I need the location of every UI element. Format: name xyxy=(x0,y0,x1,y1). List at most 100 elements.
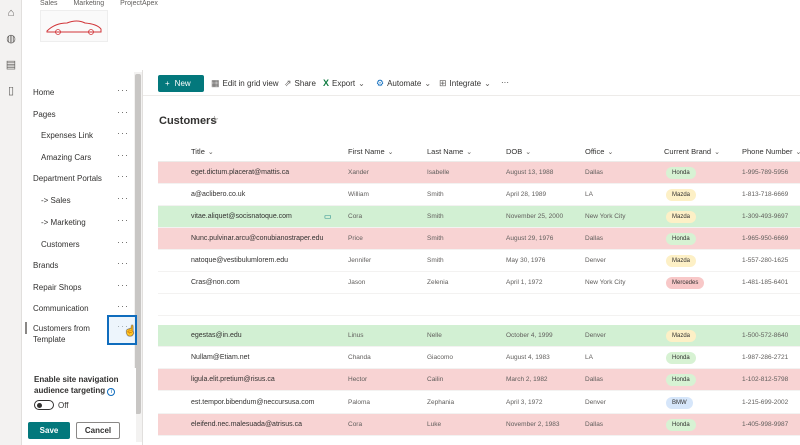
table-row[interactable]: Cras@non.com Jason Zelenia April 1, 1972 New… xyxy=(158,272,800,294)
top-link-projectapex[interactable]: ProjectApex xyxy=(120,0,158,7)
more-options-icon[interactable]: ··· xyxy=(117,237,129,247)
cell-phone: 1-987-286-2721 xyxy=(742,354,789,361)
more-options-icon[interactable]: ··· xyxy=(117,280,129,290)
column-header-phone-number[interactable]: Phone Number ⌄ xyxy=(742,147,800,156)
more-commands-button[interactable]: ··· xyxy=(501,78,509,87)
cell-title[interactable]: est.tempor.bibendum@neccursusa.com xyxy=(191,399,315,406)
table-row[interactable]: natoque@vestibulumlorem.edu Jennifer Smith… xyxy=(158,250,800,272)
more-options-icon[interactable]: ··· xyxy=(117,258,129,268)
table-row[interactable]: Nullam@Etiam.net Chanda Giacomo August 4, 1… xyxy=(158,347,800,369)
more-options-icon[interactable]: ··· xyxy=(117,171,129,181)
cell-title[interactable]: natoque@vestibulumlorem.edu xyxy=(191,257,288,264)
cell-phone: 1-215-699-2002 xyxy=(742,399,789,406)
nav-item-home[interactable]: Home ··· xyxy=(22,84,143,102)
table-row[interactable]: a@aclibero.co.uk William Smith April 28, 19… xyxy=(158,184,800,206)
column-header-dob[interactable]: DOB ⌄ xyxy=(506,147,531,156)
top-link-marketing[interactable]: Marketing xyxy=(73,0,105,7)
new-button[interactable]: + New xyxy=(158,75,204,92)
nav-item-sales[interactable]: -> Sales ··· xyxy=(22,192,143,210)
table-row[interactable]: eget.dictum.placerat@mattis.ca Xander Isab… xyxy=(158,162,800,184)
cell-title[interactable]: vitae.aliquet@socisnatoque.com xyxy=(191,213,292,220)
column-header-last-name[interactable]: Last Name ⌄ xyxy=(427,147,472,156)
nav-scrollbar-thumb[interactable] xyxy=(135,74,141,414)
more-options-icon[interactable]: ··· xyxy=(117,85,129,95)
nav-item-expenses-link[interactable]: Expenses Link ··· xyxy=(22,127,143,145)
integrate-button[interactable]: ⊞ Integrate ⌄ xyxy=(439,78,491,89)
cell-office: LA xyxy=(585,354,593,361)
top-link-sales[interactable]: Sales xyxy=(40,0,58,7)
cell-last: Smith xyxy=(427,257,444,264)
cell-office: Denver xyxy=(585,257,606,264)
excel-icon: X xyxy=(323,78,330,88)
cell-title[interactable]: Cras@non.com xyxy=(191,279,240,286)
cell-office: Denver xyxy=(585,332,606,339)
cell-office: Dallas xyxy=(585,376,604,383)
automate-button[interactable]: ⚙ Automate ⌄ xyxy=(376,78,431,89)
favorite-star-icon[interactable]: ☆ xyxy=(210,115,219,126)
globe-icon[interactable]: ◍ xyxy=(6,33,16,45)
cell-title[interactable]: egestas@in.edu xyxy=(191,332,242,339)
nav-item-customers[interactable]: Customers ··· xyxy=(22,236,143,254)
nav-item-marketing[interactable]: -> Marketing ··· xyxy=(22,214,143,232)
audience-targeting-toggle[interactable] xyxy=(34,400,54,410)
nav-item-amazing-cars[interactable]: Amazing Cars ··· xyxy=(22,149,143,167)
column-header-office[interactable]: Office ⌄ xyxy=(585,147,613,156)
more-options-icon[interactable]: ··· xyxy=(117,150,129,160)
cell-title[interactable]: ligula.elit.pretium@risus.ca xyxy=(191,376,275,383)
nav-item-pages[interactable]: Pages ··· xyxy=(22,106,143,124)
more-options-icon[interactable]: ··· xyxy=(117,301,129,311)
more-options-icon[interactable]: ··· xyxy=(117,193,129,203)
car-logo-icon xyxy=(46,20,102,35)
table-row[interactable]: ligula.elit.pretium@risus.ca Hector Cailin… xyxy=(158,369,800,391)
nav-item-brands[interactable]: Brands ··· xyxy=(22,257,143,275)
table-row[interactable]: Nunc.pulvinar.arcu@conubianostraper.edu P… xyxy=(158,228,800,250)
nav-item-label: Department Portals xyxy=(33,174,102,183)
table-row[interactable]: est.tempor.bibendum@neccursusa.com Paloma… xyxy=(158,392,800,414)
more-options-focus-highlight[interactable] xyxy=(107,315,137,345)
cell-phone: 1-405-998-9987 xyxy=(742,421,789,428)
home-icon[interactable]: ⌂ xyxy=(7,7,15,19)
nav-item-repair-shops[interactable]: Repair Shops ··· xyxy=(22,279,143,297)
comment-icon[interactable]: ▭ xyxy=(324,212,332,221)
drag-handle-icon[interactable] xyxy=(25,322,27,334)
table-row[interactable] xyxy=(158,294,800,316)
more-options-icon[interactable]: ··· xyxy=(117,128,129,138)
file-icon[interactable]: ▯ xyxy=(7,85,15,97)
more-options-icon[interactable]: ··· xyxy=(117,215,129,225)
nav-item-label: Customers xyxy=(41,240,80,249)
more-options-icon[interactable]: ··· xyxy=(117,107,129,117)
cell-dob: November 25, 2000 xyxy=(506,213,564,220)
cancel-button[interactable]: Cancel xyxy=(76,422,120,439)
nav-item-label: Communication xyxy=(33,304,89,313)
share-button[interactable]: ⇗ Share xyxy=(284,78,316,89)
cell-title[interactable]: Nunc.pulvinar.arcu@conubianostraper.edu xyxy=(191,235,324,242)
chevron-down-icon: ⌄ xyxy=(607,149,614,156)
edit-grid-view-button[interactable]: ▦ Edit in grid view xyxy=(211,78,279,89)
column-header-current-brand[interactable]: Current Brand ⌄ xyxy=(664,147,720,156)
cell-phone: 1-813-718-6669 xyxy=(742,191,789,198)
export-button[interactable]: X Export ⌄ xyxy=(323,78,365,88)
info-icon[interactable]: i xyxy=(107,388,116,396)
nav-item-department-portals[interactable]: Department Portals ··· xyxy=(22,170,143,188)
table-row[interactable]: eleifend.nec.malesuada@atrisus.ca Cora Luk… xyxy=(158,414,800,436)
site-logo[interactable] xyxy=(40,10,108,42)
cell-dob: April 1, 1972 xyxy=(506,279,543,286)
save-button[interactable]: Save xyxy=(28,422,70,439)
chevron-down-icon: ⌄ xyxy=(207,149,214,156)
cell-phone: 1-995-789-5956 xyxy=(742,169,789,176)
table-row[interactable]: egestas@in.edu Linus Nelle October 4, 1999 D… xyxy=(158,325,800,347)
column-header-title[interactable]: Title ⌄ xyxy=(191,147,214,156)
news-icon[interactable]: ▤ xyxy=(5,59,17,71)
column-header-label: Current Brand xyxy=(664,147,712,156)
cell-last: Cailin xyxy=(427,376,444,383)
share-label: Share xyxy=(294,79,316,88)
cell-title[interactable]: Nullam@Etiam.net xyxy=(191,354,250,361)
cell-title[interactable]: eget.dictum.placerat@mattis.ca xyxy=(191,169,290,176)
cell-first: Cora xyxy=(348,421,363,428)
cell-title[interactable]: a@aclibero.co.uk xyxy=(191,191,246,198)
table-row[interactable]: vitae.aliquet@socisnatoque.com Cora Smith N… xyxy=(158,206,800,228)
nav-item-communication[interactable]: Communication ··· xyxy=(22,300,143,318)
cell-title[interactable]: eleifend.nec.malesuada@atrisus.ca xyxy=(191,421,303,428)
nav-item-label: Home xyxy=(33,88,55,97)
column-header-first-name[interactable]: First Name ⌄ xyxy=(348,147,394,156)
